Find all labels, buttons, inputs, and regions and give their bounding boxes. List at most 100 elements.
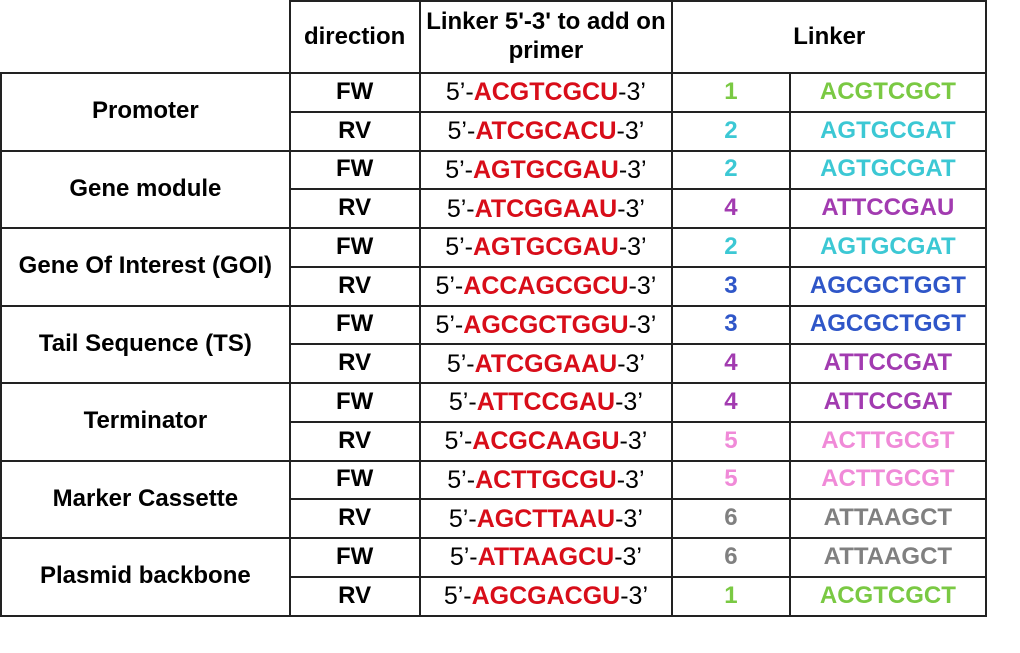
table-row: RV 5’-AGCTTAAU-3’ 6 ATTAAGCT <box>1 498 1019 539</box>
primer-cell: 5’-ATCGGAAU-3’ <box>418 343 674 384</box>
direction-cell: FW <box>288 382 421 423</box>
primer-suffix: -3’ <box>628 310 657 339</box>
linker-number: 2 <box>671 149 791 191</box>
direction-header: direction <box>288 0 421 74</box>
primer-suffix: -3’ <box>616 465 645 494</box>
linker-number: 3 <box>671 304 791 346</box>
table-row: RV 5’-ACGCAAGU-3’ 5 ACTTGCGT <box>1 420 1019 462</box>
table-row: RV 5’-ATCGGAAU-3’ 4 ATTCCGAU <box>1 188 1019 229</box>
right-margin <box>986 499 1019 538</box>
linker-sequence: ACGTCGCT <box>788 575 988 617</box>
primer-cell: 5’-ATCGCACU-3’ <box>418 110 674 152</box>
module-name: Terminator <box>0 382 291 462</box>
primer-suffix: -3’ <box>617 194 645 223</box>
direction-cell: FW <box>288 459 421 501</box>
linker-sequence: AGTGCGAT <box>788 149 988 191</box>
linker-number: 6 <box>671 537 791 578</box>
primer-prefix: 5’- <box>449 543 478 572</box>
table-body: Promoter FW 5’-ACGTCGCU-3’ 1 ACGTCGCT RV 5’-AT… <box>0 72 1019 617</box>
module-name: Marker Cassette <box>0 459 291 539</box>
direction-cell: RV <box>288 420 421 462</box>
table-row: Plasmid backbone FW 5’-ATTAAGCU-3’ 6 ATTAAGC… <box>0 537 1019 617</box>
table-row: RV 5’-ACCAGCGCU-3’ 3 AGCGCTGGT <box>1 265 1019 307</box>
table-row: Tail Sequence (TS) FW 5’-AGCGCTGGU-3’ 3 AGCG… <box>0 304 1019 384</box>
module-name: Gene module <box>0 149 291 229</box>
linker-primer-header: Linker 5'-3' to add on primer <box>418 0 674 74</box>
right-margin <box>986 267 1019 306</box>
linker-number: 4 <box>671 188 791 229</box>
right-margin <box>986 538 1019 577</box>
linker-number: 6 <box>671 498 791 539</box>
primer-prefix: 5’- <box>446 194 475 223</box>
table-row: RV 5’-AGCGACGU-3’ 1 ACGTCGCT <box>1 575 1019 617</box>
direction-cell: RV <box>288 110 421 152</box>
primer-cell: 5’-ATCGGAAU-3’ <box>418 188 674 229</box>
primer-sequence: ATTAAGCU <box>477 543 615 572</box>
linker-number: 4 <box>671 382 791 423</box>
right-margin <box>986 189 1019 228</box>
primer-sequence: AGCGACGU <box>471 582 621 611</box>
primer-suffix: -3’ <box>618 233 647 262</box>
primer-sequence: ATCGGAAU <box>474 194 618 223</box>
right-margin <box>986 461 1019 500</box>
module-name: Gene Of Interest (GOI) <box>0 227 291 307</box>
primer-suffix: -3’ <box>615 504 643 533</box>
right-margin <box>986 73 1019 112</box>
primer-cell: 5’-AGCTTAAU-3’ <box>418 498 674 539</box>
primer-sequence: AGTGCGAU <box>473 155 619 184</box>
primer-prefix: 5’- <box>435 310 464 339</box>
linker-sequence: AGCGCTGGT <box>788 265 988 307</box>
linker-number: 5 <box>671 420 791 462</box>
direction-cell: FW <box>288 537 421 578</box>
linker-sequence: ATTCCGAT <box>788 343 988 384</box>
direction-cell: RV <box>288 343 421 384</box>
linker-number: 2 <box>671 110 791 152</box>
primer-suffix: -3’ <box>617 349 645 378</box>
right-margin <box>986 344 1019 383</box>
primer-cell: 5’-ATTAAGCU-3’ <box>418 537 674 578</box>
primer-suffix: -3’ <box>615 388 643 417</box>
right-margin <box>986 422 1019 461</box>
primer-sequence: ACTTGCGU <box>475 465 617 494</box>
primer-suffix: -3’ <box>614 543 642 572</box>
right-margin <box>986 577 1019 616</box>
table-row: RV 5’-ATCGGAAU-3’ 4 ATTCCGAT <box>1 343 1019 384</box>
linker-number: 2 <box>671 227 791 268</box>
primer-suffix: -3’ <box>620 582 649 611</box>
linker-number: 1 <box>671 575 791 617</box>
primer-sequence: ATCGGAAU <box>474 349 618 378</box>
right-margin <box>986 1 1019 73</box>
primer-suffix: -3’ <box>619 427 648 456</box>
primer-cell: 5’-ACCAGCGCU-3’ <box>418 265 674 307</box>
right-margin <box>986 228 1019 267</box>
linker-number: 1 <box>671 72 791 113</box>
linker-sequence: AGTGCGAT <box>788 110 988 152</box>
corner-cell <box>1 1 291 74</box>
primer-prefix: 5’- <box>447 117 476 146</box>
primer-prefix: 5’- <box>445 233 473 262</box>
right-margin <box>986 112 1019 151</box>
linker-number: 5 <box>671 459 791 501</box>
primer-prefix: 5’- <box>445 155 473 184</box>
primer-cell: 5’-ATTCCGAU-3’ <box>418 382 674 423</box>
module-name: Tail Sequence (TS) <box>0 304 291 384</box>
module-name: Promoter <box>0 72 291 152</box>
linker-sequence: ATTAAGCT <box>788 498 988 539</box>
linker-sequence: AGCGCTGGT <box>788 304 988 346</box>
primer-suffix: -3’ <box>618 78 646 107</box>
table-row: Promoter FW 5’-ACGTCGCU-3’ 1 ACGTCGCT <box>0 72 1019 152</box>
primer-prefix: 5’- <box>435 272 464 301</box>
primer-sequence: ACCAGCGCU <box>463 272 629 301</box>
linker-table: direction Linker 5'-3' to add on primer … <box>0 0 1019 617</box>
primer-cell: 5’-AGTGCGAU-3’ <box>418 227 674 268</box>
primer-sequence: AGTGCGAU <box>473 233 619 262</box>
primer-cell: 5’-AGCGACGU-3’ <box>418 575 674 617</box>
direction-cell: FW <box>288 149 421 191</box>
primer-sequence: ATTCCGAU <box>476 388 616 417</box>
primer-cell: 5’-AGCGCTGGU-3’ <box>418 304 674 346</box>
primer-sequence: ATCGCACU <box>475 117 617 146</box>
direction-cell: FW <box>288 227 421 268</box>
linker-header: Linker <box>671 0 988 74</box>
primer-sequence: AGCTTAAU <box>476 504 616 533</box>
linker-sequence: ATTCCGAU <box>788 188 988 229</box>
